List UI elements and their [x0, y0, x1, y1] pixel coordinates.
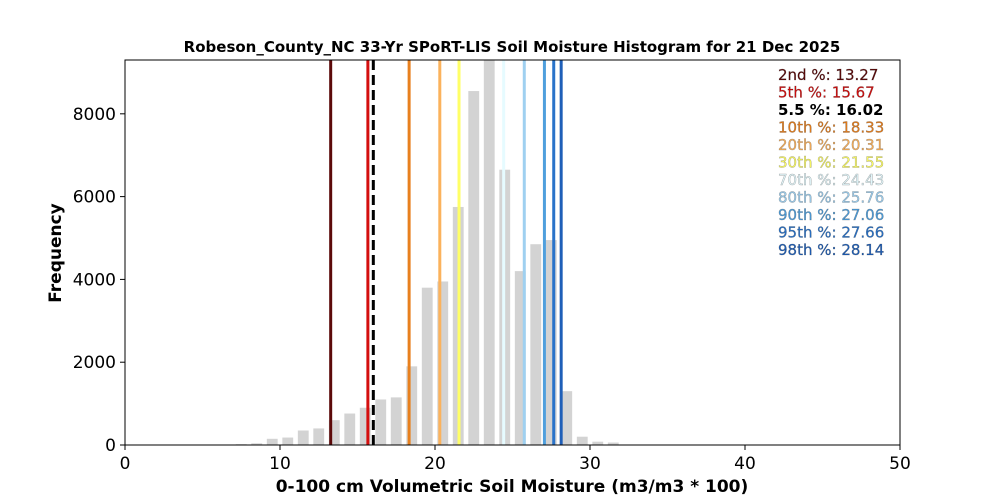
percentile-label: 20th %: 20.31	[778, 136, 884, 154]
y-tick-label: 0	[105, 436, 116, 456]
histogram-bar	[437, 281, 449, 445]
histogram-bar	[313, 428, 325, 445]
percentile-label: 10th %: 18.33	[778, 119, 884, 137]
histogram-bar	[359, 407, 371, 445]
histogram-bar	[545, 240, 557, 445]
percentile-label: 5.5 %: 16.02	[778, 101, 884, 119]
histogram-bar	[266, 438, 278, 445]
x-tick-label: 10	[269, 454, 291, 474]
y-axis-label: Frequency	[46, 203, 66, 303]
histogram-bar	[390, 397, 402, 445]
histogram-bar	[483, 60, 495, 445]
histogram-bar	[406, 366, 418, 445]
histogram-bar	[530, 244, 542, 445]
x-tick-label: 0	[120, 454, 131, 474]
y-tick-label: 4000	[73, 270, 116, 290]
percentile-lines-layer	[329, 60, 563, 445]
histogram-bar	[282, 437, 294, 445]
histogram-bar	[592, 441, 604, 445]
y-tick-label: 8000	[73, 105, 116, 125]
percentile-label: 5th %: 15.67	[778, 84, 875, 102]
chart-title: Robeson_County_NC 33-Yr SPoRT-LIS Soil M…	[184, 38, 841, 56]
histogram-bar	[514, 271, 526, 445]
histogram-bar	[328, 420, 340, 445]
plot-frame	[124, 59, 901, 446]
percentile-label: 70th %: 24.43	[778, 171, 884, 189]
x-tick-label: 50	[889, 454, 911, 474]
histogram-bar	[251, 443, 263, 445]
percentile-label: 95th %: 27.66	[778, 224, 884, 242]
x-tick-label: 30	[579, 454, 601, 474]
histogram-bar	[344, 413, 356, 445]
y-tick-label: 2000	[73, 353, 116, 373]
histogram-bar	[561, 391, 573, 445]
percentile-label: 2nd %: 13.27	[778, 66, 878, 84]
percentile-label: 90th %: 27.06	[778, 206, 884, 224]
x-axis-label: 0-100 cm Volumetric Soil Moisture (m3/m3…	[276, 477, 749, 497]
percentile-label: 98th %: 28.14	[778, 241, 884, 259]
x-tick-label: 20	[424, 454, 446, 474]
percentile-label: 30th %: 21.55	[778, 154, 884, 172]
histogram-bar	[468, 91, 480, 446]
percentile-label: 80th %: 25.76	[778, 189, 884, 207]
histogram-bar	[297, 430, 309, 445]
histogram-bar	[607, 442, 619, 445]
x-tick-label: 40	[734, 454, 756, 474]
y-tick-label: 6000	[73, 188, 116, 208]
histogram-bar	[421, 287, 433, 445]
histogram-bar	[375, 399, 387, 445]
axes-layer: 0 10 20 30 40 50 0 2000 4000 6000 8000	[73, 59, 911, 474]
histogram-bar	[576, 436, 588, 445]
